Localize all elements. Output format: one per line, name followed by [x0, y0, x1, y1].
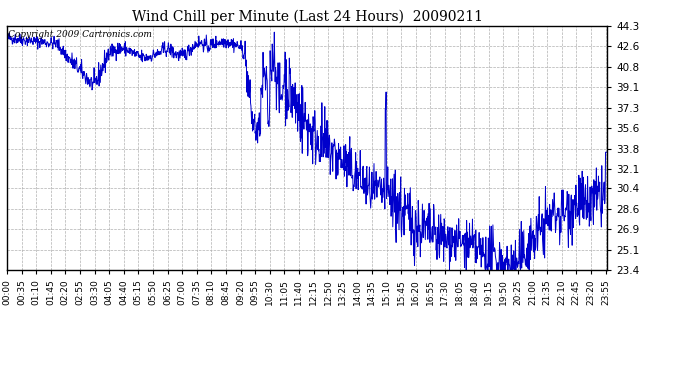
- Text: Copyright 2009 Cartronics.com: Copyright 2009 Cartronics.com: [8, 30, 152, 39]
- Title: Wind Chill per Minute (Last 24 Hours)  20090211: Wind Chill per Minute (Last 24 Hours) 20…: [132, 9, 482, 24]
